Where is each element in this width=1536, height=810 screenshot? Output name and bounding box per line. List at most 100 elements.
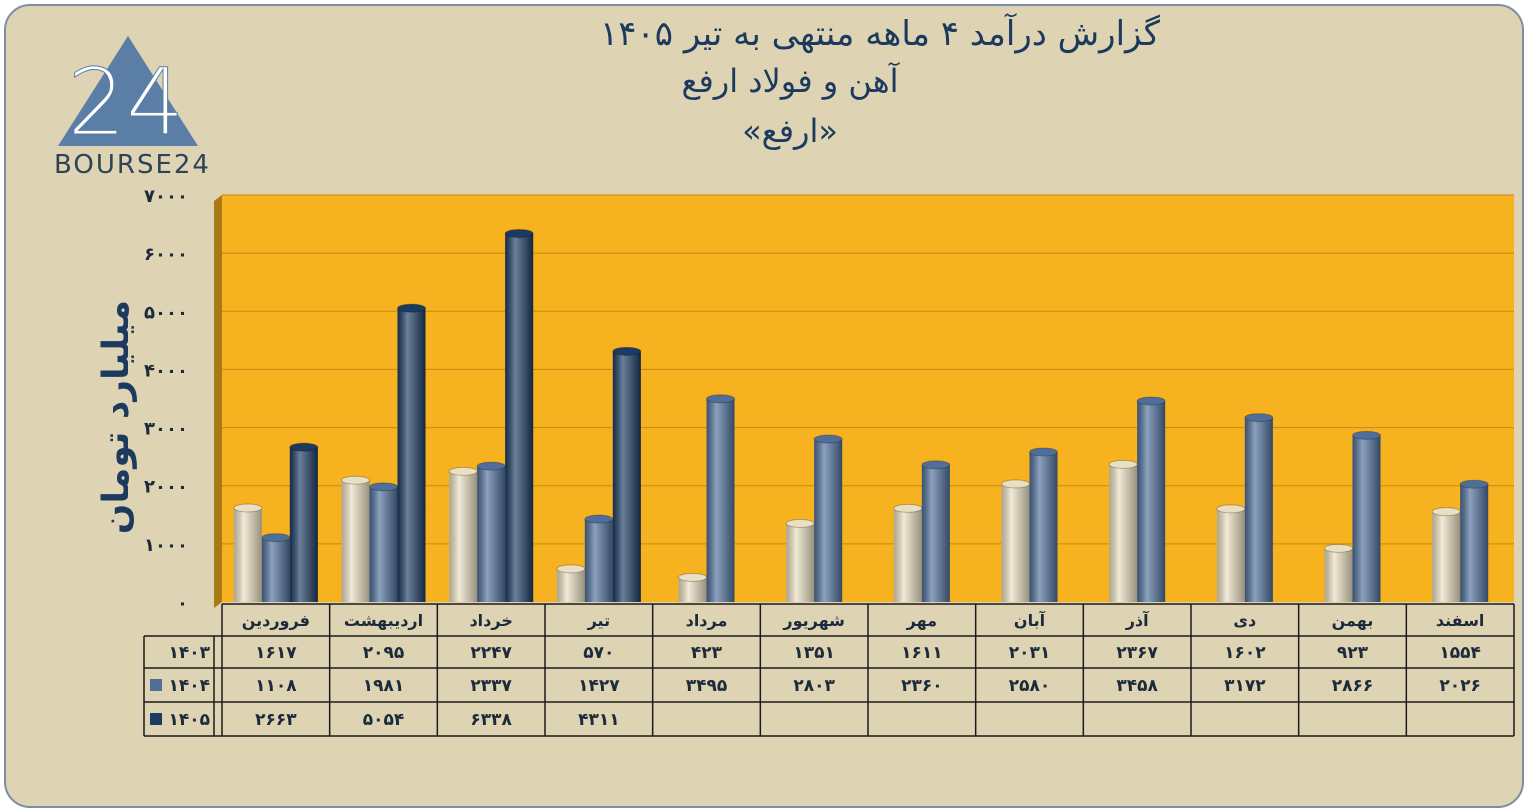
bar-shade (233, 507, 262, 602)
y-tick-label: ۱۰۰۰ (144, 535, 188, 556)
bar-top (369, 482, 398, 492)
bar-shade (921, 464, 950, 602)
bar-top (1029, 447, 1058, 457)
table-cell: ۲۰۲۶ (1439, 676, 1481, 696)
category-label: آبان (1014, 610, 1046, 630)
category-label: مرداد (686, 611, 728, 630)
bar-top (1459, 479, 1489, 489)
bar-shade (477, 466, 506, 602)
chart-symbol: «ارفع» (742, 112, 838, 150)
bar-shade (369, 486, 398, 602)
series-name: ۱۴۰۵ (168, 710, 210, 730)
bar-shade (1432, 511, 1461, 602)
table-cell: ۴۲۳ (691, 643, 723, 663)
bar-shade (814, 439, 843, 602)
table-cell: ۳۴۹۵ (686, 676, 728, 696)
bar-shade (1001, 483, 1030, 602)
category-label: اردیبهشت (344, 611, 423, 630)
category-label: شهریور (782, 611, 845, 630)
bar-top (1324, 543, 1353, 553)
bar-top (921, 460, 951, 470)
y-tick-label: ۴۰۰۰ (144, 360, 188, 381)
bar-shade (1244, 417, 1273, 602)
y-tick-label: ۵۰۰۰ (144, 302, 188, 323)
table-cell: ۵۰۵۴ (363, 710, 405, 730)
chart-subtitle: آهن و فولاد ارفع (681, 62, 899, 100)
y-tick-label: ۲۰۰۰ (144, 477, 188, 498)
bar-shade (289, 447, 318, 602)
table-cell: ۲۲۴۷ (470, 643, 512, 663)
series-name: ۱۴۰۴ (168, 676, 210, 696)
category-label: فروردین (242, 611, 310, 630)
y-tick-label: ۳۰۰۰ (144, 419, 188, 440)
bar-top (785, 518, 815, 528)
bar-top (1431, 507, 1461, 517)
table-cell: ۲۰۳۱ (1009, 643, 1051, 663)
bar-top (678, 572, 707, 582)
table-cell: ۱۶۱۷ (255, 643, 297, 663)
plot-side-wall (214, 195, 222, 608)
table-cell: ۲۵۸۰ (1009, 676, 1051, 696)
bar-top (1216, 504, 1246, 514)
bar-top (1244, 413, 1274, 423)
bar-top (289, 442, 319, 452)
bar-shade (261, 537, 290, 602)
table-cell: ۶۳۳۸ (470, 710, 512, 730)
legend-swatch (150, 679, 162, 691)
bar-shade (1029, 451, 1058, 602)
svg-text:24: 24 (67, 49, 184, 156)
table-cell: ۱۴۲۷ (578, 676, 620, 696)
bar-top (476, 461, 506, 471)
bar-top (504, 228, 534, 238)
logo-text: BOURSE24 (54, 150, 211, 180)
bar-top (341, 475, 370, 485)
bar-shade (786, 523, 815, 602)
table-cell: ۱۶۰۲ (1224, 643, 1266, 663)
category-label: مهر (906, 611, 937, 630)
table-cell: ۹۲۳ (1337, 643, 1369, 663)
y-tick-label: ۰ (177, 593, 188, 614)
category-label: خرداد (469, 611, 512, 630)
bar-top (1001, 479, 1030, 489)
bar-top (612, 346, 642, 356)
bar-top (706, 394, 735, 404)
bar-shade (556, 568, 585, 602)
table-cell: ۴۳۱۱ (578, 710, 620, 730)
bar-top (584, 514, 614, 524)
y-tick-label: ۷۰۰۰ (144, 186, 188, 207)
series-name: ۱۴۰۳ (168, 643, 210, 663)
bar-shade (341, 480, 370, 602)
bar-shade (584, 519, 613, 602)
table-cell: ۲۳۳۷ (470, 676, 512, 696)
table-cell: ۳۴۵۸ (1116, 676, 1158, 696)
bar-top (893, 503, 923, 513)
bourse24-logo-mark: 24 (58, 36, 198, 157)
bar-shade (1460, 484, 1489, 602)
table-cell: ۱۳۵۱ (793, 643, 835, 663)
bar-shade (397, 308, 426, 602)
category-label: بهمن (1332, 611, 1374, 630)
bar-top (397, 303, 426, 313)
bar-top (233, 503, 263, 513)
table-cell: ۵۷۰ (583, 643, 614, 663)
table-cell: ۱۵۵۴ (1439, 643, 1481, 663)
table-cell: ۲۰۹۵ (363, 643, 405, 663)
table-cell: ۲۸۶۶ (1332, 676, 1374, 696)
bar-shade (505, 233, 534, 602)
plot-area (222, 195, 1514, 602)
bar-shade (893, 508, 922, 602)
bar-top (1108, 459, 1138, 469)
bar-top (448, 466, 478, 476)
bar-shade (449, 471, 478, 602)
legend-swatch (150, 713, 162, 725)
bar-shade (1352, 435, 1381, 602)
table-cell: ۲۳۶۷ (1116, 643, 1158, 663)
bar-top (813, 434, 843, 444)
category-label: تیر (587, 611, 611, 630)
table-cell: ۲۸۰۳ (793, 676, 835, 696)
bar-top (261, 533, 291, 543)
chart-title: گزارش درآمد ۴ ماهه منتهی به تیر ۱۴۰۵ (600, 14, 1160, 54)
bar-shade (1137, 400, 1166, 602)
bar-shade (1109, 464, 1138, 602)
